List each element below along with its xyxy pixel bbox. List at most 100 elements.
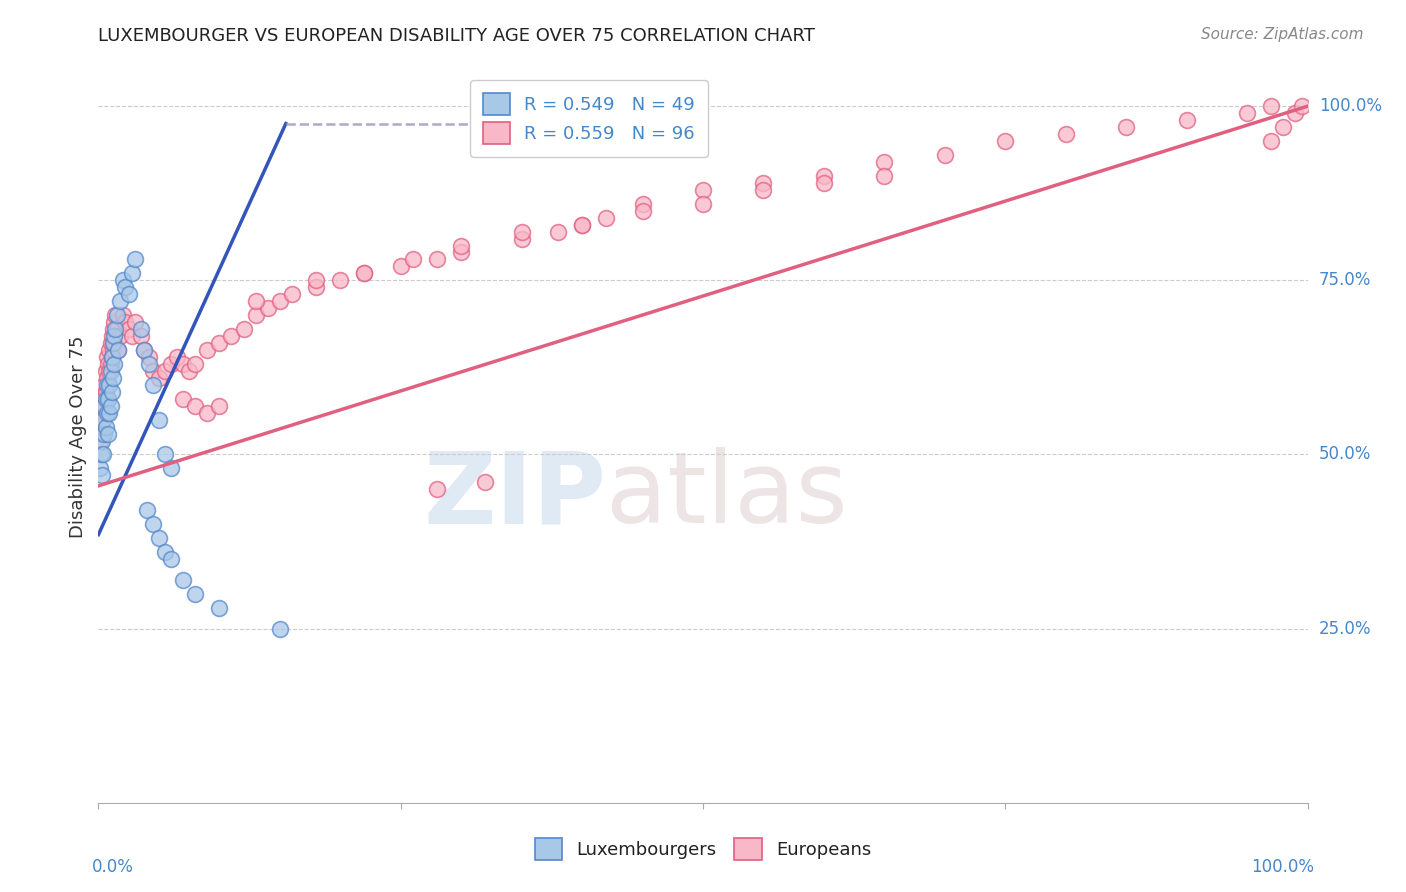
- Point: [134, 343, 156, 357]
- Point: [426, 483, 449, 497]
- Text: Source: ZipAtlas.com: Source: ZipAtlas.com: [1201, 27, 1364, 42]
- Point: [121, 266, 143, 280]
- Point: [179, 364, 201, 378]
- Point: [118, 322, 141, 336]
- Point: [100, 336, 122, 351]
- Point: [101, 322, 124, 336]
- Point: [135, 503, 157, 517]
- Point: [98, 364, 121, 378]
- Point: [256, 301, 278, 316]
- Point: [160, 357, 183, 371]
- Point: [101, 371, 124, 385]
- Point: [305, 273, 328, 287]
- Point: [101, 336, 124, 351]
- Point: [813, 176, 835, 190]
- Y-axis label: Disability Age Over 75: Disability Age Over 75: [69, 335, 87, 539]
- Point: [142, 377, 165, 392]
- Point: [184, 399, 207, 413]
- Point: [172, 573, 194, 587]
- Point: [873, 155, 896, 169]
- Point: [426, 252, 449, 267]
- Point: [148, 371, 170, 385]
- Point: [1115, 120, 1137, 134]
- Point: [107, 343, 129, 357]
- Point: [184, 357, 207, 371]
- Point: [121, 329, 143, 343]
- Point: [100, 350, 122, 364]
- Point: [90, 448, 112, 462]
- Point: [1175, 113, 1198, 128]
- Point: [208, 399, 231, 413]
- Point: [96, 406, 118, 420]
- Point: [124, 315, 146, 329]
- Point: [1236, 106, 1258, 120]
- Point: [160, 461, 183, 475]
- Point: [172, 392, 194, 406]
- Point: [269, 294, 291, 309]
- Point: [96, 377, 118, 392]
- Text: LUXEMBOURGER VS EUROPEAN DISABILITY AGE OVER 75 CORRELATION CHART: LUXEMBOURGER VS EUROPEAN DISABILITY AGE …: [98, 27, 815, 45]
- Point: [474, 475, 496, 490]
- Text: 25.0%: 25.0%: [1319, 620, 1371, 638]
- Point: [93, 377, 115, 392]
- Text: 100.0%: 100.0%: [1319, 97, 1382, 115]
- Point: [692, 183, 714, 197]
- Text: 0.0%: 0.0%: [93, 858, 134, 876]
- Point: [91, 448, 114, 462]
- Point: [1284, 106, 1306, 120]
- Point: [98, 377, 121, 392]
- Point: [184, 587, 207, 601]
- Point: [631, 203, 654, 218]
- Point: [353, 266, 375, 280]
- Point: [752, 176, 775, 190]
- Point: [100, 384, 122, 399]
- Point: [305, 280, 328, 294]
- Point: [571, 218, 593, 232]
- Point: [91, 406, 114, 420]
- Point: [148, 531, 170, 545]
- Point: [105, 308, 128, 322]
- Point: [97, 426, 120, 441]
- Point: [98, 406, 121, 420]
- Point: [134, 343, 156, 357]
- Point: [221, 329, 243, 343]
- Point: [114, 280, 136, 294]
- Point: [91, 392, 114, 406]
- Point: [166, 350, 188, 364]
- Point: [232, 322, 254, 336]
- Point: [631, 196, 654, 211]
- Point: [91, 412, 114, 426]
- Point: [813, 169, 835, 183]
- Point: [172, 357, 194, 371]
- Point: [571, 218, 593, 232]
- Text: ZIP: ZIP: [423, 447, 606, 544]
- Point: [91, 412, 114, 426]
- Point: [100, 350, 122, 364]
- Point: [103, 329, 125, 343]
- Point: [329, 273, 352, 287]
- Point: [108, 329, 131, 343]
- Point: [100, 399, 122, 413]
- Point: [129, 322, 152, 336]
- Point: [91, 426, 114, 441]
- Point: [94, 392, 117, 406]
- Point: [90, 419, 112, 434]
- Point: [389, 260, 412, 274]
- Point: [129, 329, 152, 343]
- Point: [148, 412, 170, 426]
- Point: [1260, 99, 1282, 113]
- Point: [89, 461, 111, 475]
- Text: 50.0%: 50.0%: [1319, 445, 1371, 464]
- Point: [160, 552, 183, 566]
- Point: [100, 329, 122, 343]
- Point: [510, 225, 533, 239]
- Point: [94, 419, 117, 434]
- Point: [97, 392, 120, 406]
- Point: [89, 434, 111, 448]
- Point: [934, 148, 956, 162]
- Point: [547, 225, 569, 239]
- Point: [245, 294, 267, 309]
- Text: 100.0%: 100.0%: [1250, 858, 1313, 876]
- Point: [94, 384, 117, 399]
- Point: [104, 322, 127, 336]
